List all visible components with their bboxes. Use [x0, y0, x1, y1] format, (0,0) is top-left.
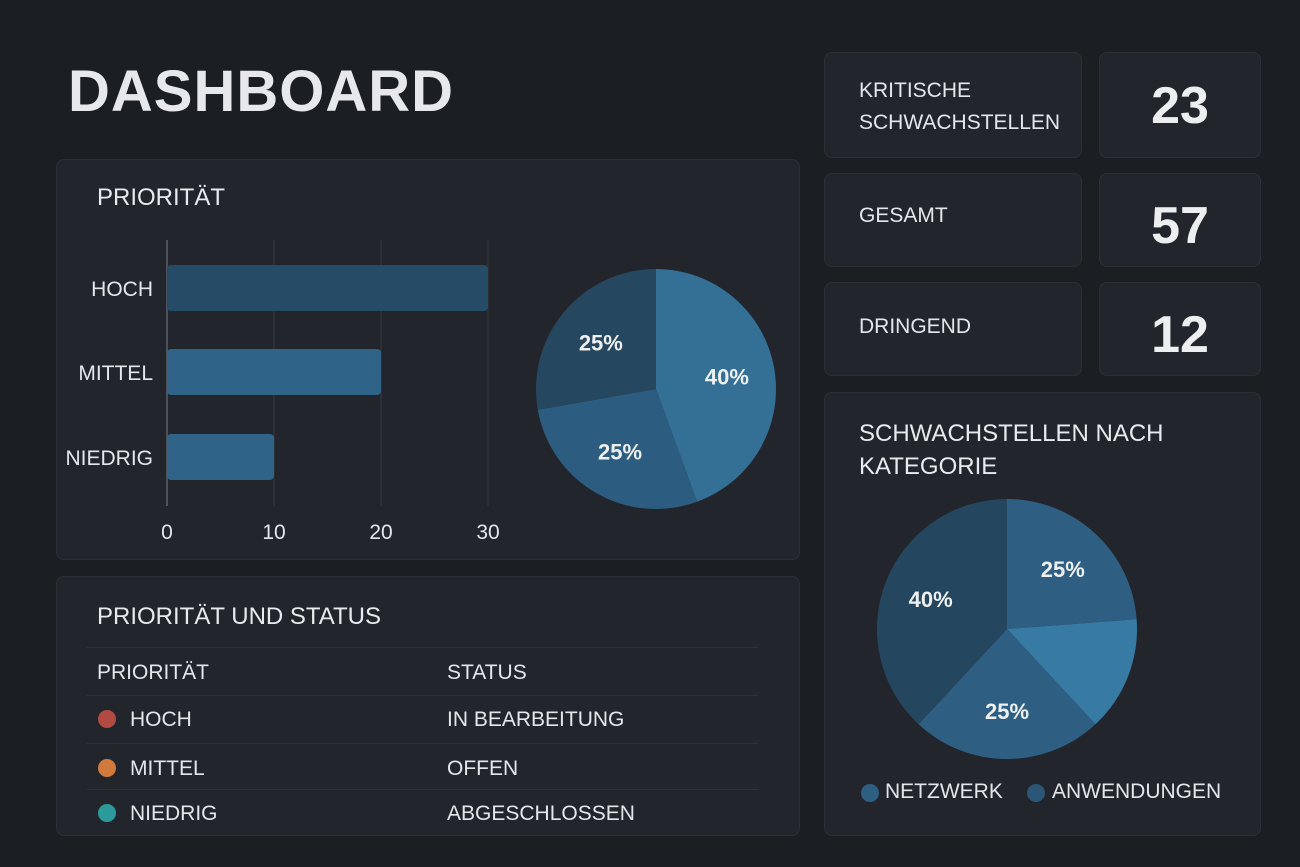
- x-tick-label: 10: [262, 521, 285, 544]
- status-cell: IN BEARBEITUNG: [447, 708, 625, 731]
- pie-slice: [918, 629, 1096, 759]
- stat-critical-value-card: 23: [1099, 52, 1261, 158]
- stat-total-label-card: GESAMT: [824, 173, 1082, 267]
- stat-label: KRITISCHE: [859, 79, 972, 102]
- page-title: DASHBOARD: [68, 59, 454, 124]
- y-tick-label: MITTEL: [78, 362, 153, 385]
- stat-label: DRINGEND: [859, 315, 972, 338]
- status-cell: ABGESCHLOSSEN: [447, 802, 635, 825]
- pie-slice-label: 40%: [909, 587, 953, 612]
- y-tick-label: NIEDRIG: [65, 447, 153, 470]
- pie-slice-label: 25%: [579, 331, 623, 356]
- pie-slice: [1007, 619, 1137, 725]
- stat-urgent-label-card: DRINGEND: [824, 282, 1082, 376]
- x-tick-label: 0: [161, 521, 173, 544]
- pie-slice: [536, 269, 656, 410]
- table-title: PRIORITÄT UND STATUS: [97, 603, 382, 630]
- bar-hoch: [167, 265, 488, 311]
- priority-cell: MITTEL: [130, 757, 205, 780]
- stat-value: 57: [1151, 197, 1209, 255]
- priority-high-dot: [98, 710, 116, 728]
- pie-slice: [877, 499, 1007, 725]
- stat-urgent-value-card: 12: [1099, 282, 1261, 376]
- column-header-priority: PRIORITÄT: [97, 661, 210, 684]
- priority-cell: NIEDRIG: [130, 802, 218, 825]
- stat-value: 12: [1151, 306, 1209, 364]
- pie-slice: [537, 389, 698, 509]
- priority-panel: PRIORITÄT 0 10 20 30 HOCH MITTEL NIEDRIG 40% 25…: [56, 159, 800, 560]
- priority-cell: HOCH: [130, 708, 192, 731]
- pie-slice: [1007, 499, 1137, 629]
- x-tick-label: 20: [369, 521, 392, 544]
- pie-slice-label: 25%: [1041, 557, 1085, 582]
- stat-value: 23: [1151, 77, 1209, 135]
- y-tick-label: HOCH: [91, 278, 153, 301]
- priority-pie-chart: 40% 25% 25%: [536, 269, 776, 509]
- legend-label: NETZWERK: [885, 780, 1003, 803]
- category-panel: SCHWACHSTELLEN NACH KATEGORIE 25% 25% 40% …: [824, 392, 1261, 836]
- column-header-status: STATUS: [447, 661, 527, 684]
- bar-mittel: [167, 349, 381, 395]
- priority-status-table: PRIORITÄT UND STATUS PRIORITÄT STATUS HO…: [56, 576, 800, 836]
- legend-swatch: [1027, 784, 1045, 802]
- stat-critical-label-card: KRITISCHE SCHWACHSTELLEN: [824, 52, 1082, 158]
- stat-total-value-card: 57: [1099, 173, 1261, 267]
- priority-low-dot: [98, 804, 116, 822]
- priority-medium-dot: [98, 759, 116, 777]
- legend-swatch: [861, 784, 879, 802]
- bar-niedrig: [167, 434, 274, 480]
- pie-slice-label: 25%: [985, 699, 1029, 724]
- category-panel-title: SCHWACHSTELLEN NACH KATEGORIE: [859, 420, 1164, 480]
- priority-bar-chart: 0 10 20 30 HOCH MITTEL NIEDRIG: [65, 240, 500, 544]
- legend-label: ANWENDUNGEN: [1052, 780, 1222, 803]
- priority-panel-title: PRIORITÄT: [97, 184, 226, 211]
- x-tick-label: 30: [476, 521, 499, 544]
- stat-label: SCHWACHSTELLEN: [859, 111, 1061, 134]
- category-pie-chart: 25% 25% 40%: [877, 499, 1137, 759]
- pie-slice-label: 25%: [598, 439, 642, 464]
- pie-slice: [656, 269, 776, 502]
- stat-label: GESAMT: [859, 204, 948, 227]
- pie-slice-label: 40%: [705, 364, 749, 389]
- status-cell: OFFEN: [447, 757, 519, 780]
